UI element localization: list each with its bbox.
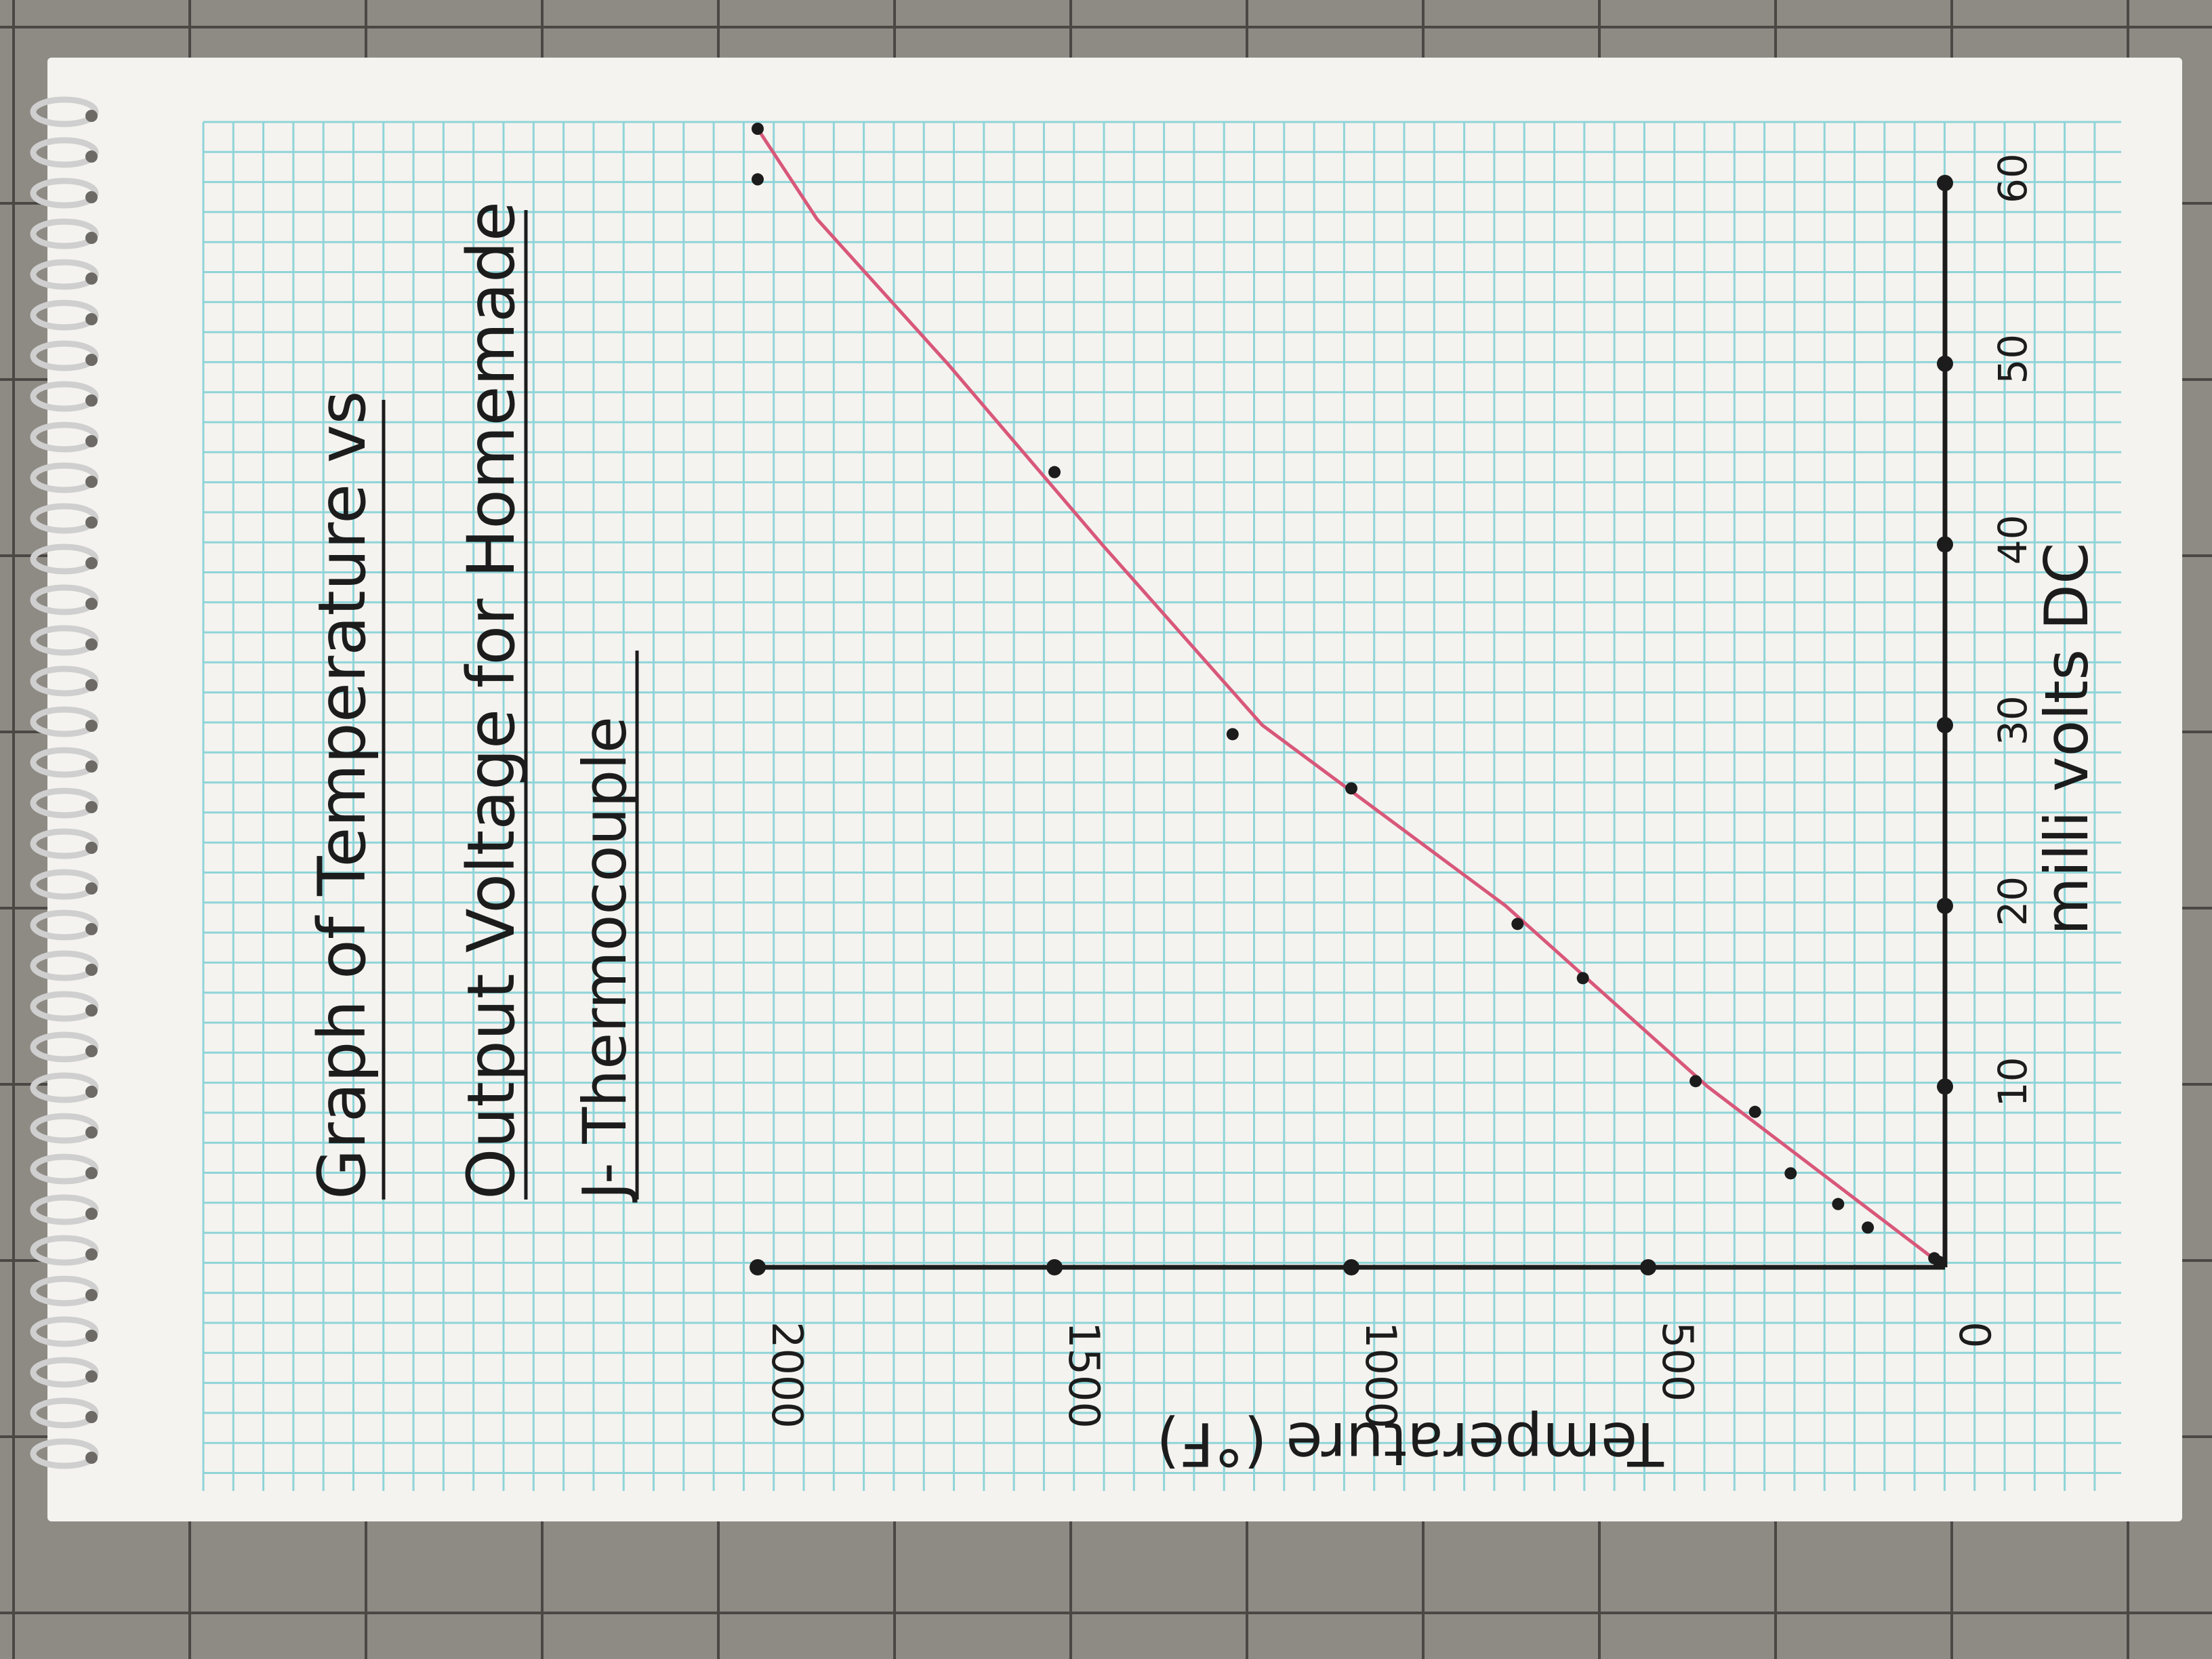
coil-hole	[85, 760, 98, 773]
x-tick-mark	[1937, 897, 1953, 914]
chart-title: Graph of Temperature vs Output Voltage f…	[304, 201, 640, 1203]
data-point	[1511, 918, 1524, 930]
y-tick-mark	[1640, 1259, 1656, 1275]
coil-hole	[85, 476, 98, 488]
data-point	[752, 173, 764, 186]
coil-hole	[85, 1370, 98, 1382]
coil-hole	[85, 150, 98, 163]
coil-hole	[85, 516, 98, 529]
coil-hole	[85, 964, 98, 976]
spiral-binding	[30, 96, 99, 1469]
paper-sheet	[47, 58, 2182, 1521]
x-tick-mark	[1937, 175, 1953, 191]
coil-hole	[85, 1208, 98, 1220]
coil-hole	[85, 354, 98, 366]
y-tick-label: 500	[1653, 1322, 1702, 1401]
y-tick-label-group: 1500	[1059, 1322, 1109, 1429]
data-point	[1689, 1075, 1702, 1088]
data-point	[1048, 466, 1061, 478]
coil-hole	[85, 598, 98, 610]
data-points	[752, 123, 1946, 1268]
x-tick-mark	[1937, 355, 1953, 372]
y-tick-label-group: 0	[1950, 1322, 1999, 1348]
coil-hole	[85, 272, 98, 285]
y-tick-label: 0	[1950, 1322, 1999, 1348]
coil-hole	[85, 394, 98, 407]
x-axis-label: milli volts DC	[2032, 543, 2102, 935]
x-tick-label-group: 60	[1990, 153, 2036, 203]
y-tick-mark	[750, 1259, 766, 1275]
x-tick-label: 50	[1990, 334, 2036, 384]
title-line-1: Graph of Temperature vs	[304, 391, 380, 1200]
x-tick-label-group: 50	[1990, 334, 2036, 384]
x-tick-mark	[1937, 717, 1953, 733]
x-tick-label: 10	[1990, 1057, 2036, 1107]
coil-hole	[85, 1126, 98, 1139]
data-point	[1832, 1197, 1845, 1210]
coil-hole	[85, 110, 98, 122]
fit-line	[756, 127, 1946, 1269]
y-tick-label: 1500	[1059, 1322, 1109, 1429]
coil-hole	[85, 842, 98, 854]
x-tick-label: 30	[1990, 695, 2036, 745]
data-point	[1226, 728, 1239, 741]
coil-hole	[85, 720, 98, 732]
data-point	[1784, 1167, 1797, 1180]
x-axis-label-group: milli volts DC	[2032, 543, 2102, 935]
coil-hole	[85, 1004, 98, 1017]
coil-hole	[85, 923, 98, 935]
data-point	[1862, 1221, 1875, 1234]
y-tick-label-group: 2000	[762, 1322, 812, 1429]
coil-hole	[85, 435, 98, 447]
coil-hole	[85, 313, 98, 325]
x-tick-mark	[1937, 1078, 1953, 1095]
y-tick-label: 2000	[762, 1322, 812, 1429]
coil-hole	[85, 232, 98, 244]
chart: 10 20 30 40 50 60 0 500 1000 1500 2000	[750, 123, 2036, 1429]
coil-hole	[85, 1086, 98, 1098]
coil-hole	[85, 1330, 98, 1342]
coil-hole	[85, 1289, 98, 1301]
x-tick-label-group: 40	[1990, 515, 2036, 565]
coil-hole	[85, 191, 98, 203]
data-point	[1345, 782, 1357, 795]
data-point	[752, 123, 764, 135]
x-axis-ticks: 10 20 30 40 50 60	[1937, 153, 2036, 1107]
coil-hole	[85, 1452, 98, 1464]
x-tick-mark	[1937, 536, 1953, 553]
title-line-3: J- Thermocouple	[570, 716, 640, 1203]
coil-hole	[85, 801, 98, 813]
title-line-2: Output Voltage for Homemade	[453, 201, 529, 1200]
coil-hole	[85, 679, 98, 691]
y-axis-label: Temperature (°F)	[1156, 1409, 1664, 1479]
coil-hole	[85, 638, 98, 651]
y-tick-label-group: 1000	[1356, 1322, 1406, 1429]
y-tick-label-group: 500	[1653, 1322, 1702, 1401]
y-tick-label: 1000	[1356, 1322, 1406, 1429]
y-tick-mark	[1343, 1259, 1359, 1275]
graph-paper-grid	[202, 121, 2121, 1491]
coil-hole	[85, 1045, 98, 1057]
coil-hole	[85, 557, 98, 569]
x-tick-label-group: 30	[1990, 695, 2036, 745]
x-tick-label: 60	[1990, 153, 2036, 203]
x-tick-label: 40	[1990, 515, 2036, 565]
x-tick-label: 20	[1990, 876, 2036, 926]
x-tick-label-group: 10	[1990, 1057, 2036, 1107]
data-point	[1576, 972, 1589, 985]
y-tick-mark	[1046, 1259, 1063, 1275]
coil-hole	[85, 882, 98, 895]
data-point	[1748, 1105, 1761, 1118]
data-point	[1928, 1252, 1941, 1265]
x-tick-label-group: 20	[1990, 876, 2036, 926]
y-axis-ticks: 0 500 1000 1500 2000	[750, 1259, 1999, 1429]
y-axis-label-group: Temperature (°F)	[1156, 1409, 1664, 1479]
coil-hole	[85, 1248, 98, 1261]
fit-line-path	[756, 127, 1946, 1269]
coil-hole	[85, 1167, 98, 1179]
coil-hole	[85, 1411, 98, 1423]
